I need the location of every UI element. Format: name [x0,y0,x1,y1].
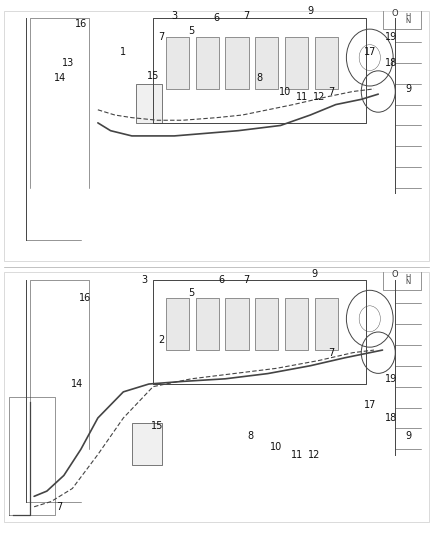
Bar [314,298,338,350]
Text: 8: 8 [256,74,262,84]
Text: 9: 9 [405,84,411,94]
Text: 17: 17 [364,47,376,58]
Bar [136,84,162,123]
FancyBboxPatch shape [4,272,429,522]
FancyBboxPatch shape [4,11,429,261]
Text: 12: 12 [313,92,325,102]
Bar [195,37,219,89]
Text: 16: 16 [75,19,87,29]
Bar [255,298,279,350]
Text: 1: 1 [120,47,127,58]
Text: 14: 14 [53,74,66,84]
Text: 7: 7 [159,31,165,42]
Bar [166,298,189,350]
Text: O: O [392,9,399,18]
Text: 5: 5 [188,288,194,297]
Text: 9: 9 [307,5,313,15]
Text: 19: 19 [385,31,397,42]
Text: 14: 14 [71,379,83,389]
Text: 7: 7 [57,502,63,512]
Text: 7: 7 [244,274,250,285]
Text: 11: 11 [291,449,304,459]
Bar [314,37,338,89]
Text: 2: 2 [159,335,165,345]
Text: 15: 15 [147,71,159,81]
Text: 15: 15 [151,421,163,431]
Text: 6: 6 [214,13,220,23]
Bar [285,37,308,89]
Text: 12: 12 [308,449,321,459]
Bar [132,423,162,465]
Bar [195,298,219,350]
Text: 3: 3 [141,274,148,285]
Text: 6: 6 [218,274,224,285]
Text: 9: 9 [405,431,411,441]
Text: 10: 10 [279,86,291,96]
Text: 9: 9 [311,269,318,279]
Bar [285,298,308,350]
Text: 7: 7 [328,348,335,358]
Text: 3: 3 [171,11,177,21]
Text: O: O [392,270,399,279]
Bar [225,37,249,89]
Bar [255,37,279,89]
Text: 11: 11 [296,92,308,102]
Text: 7: 7 [244,11,250,21]
Text: 18: 18 [385,58,397,68]
Text: H
N: H N [406,13,410,24]
Text: 10: 10 [270,442,283,451]
Text: 16: 16 [79,293,91,303]
Text: 18: 18 [385,413,397,423]
Text: 17: 17 [364,400,376,410]
Text: H
N: H N [406,274,410,285]
Text: 13: 13 [62,58,74,68]
Text: 7: 7 [328,86,335,96]
Text: 5: 5 [188,27,194,36]
Text: 19: 19 [385,374,397,384]
Bar [166,37,189,89]
Bar [225,298,249,350]
Text: 8: 8 [248,431,254,441]
